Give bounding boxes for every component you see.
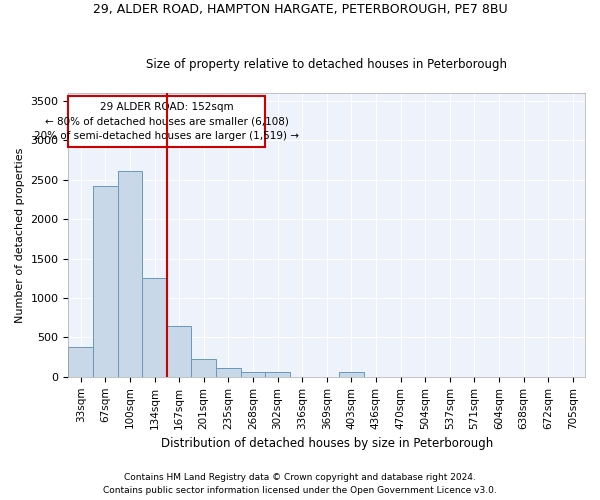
Bar	[191, 358, 216, 377]
Text: 29 ALDER ROAD: 152sqm: 29 ALDER ROAD: 152sqm	[100, 102, 233, 113]
Bar	[118, 171, 142, 377]
Bar	[339, 372, 364, 377]
Bar	[265, 372, 290, 377]
Text: ← 80% of detached houses are smaller (6,108): ← 80% of detached houses are smaller (6,…	[45, 116, 289, 126]
Text: 20% of semi-detached houses are larger (1,519) →: 20% of semi-detached houses are larger (…	[34, 130, 299, 140]
Bar	[142, 278, 167, 377]
Bar	[216, 368, 241, 377]
Text: 29, ALDER ROAD, HAMPTON HARGATE, PETERBOROUGH, PE7 8BU: 29, ALDER ROAD, HAMPTON HARGATE, PETERBO…	[92, 2, 508, 16]
Title: Size of property relative to detached houses in Peterborough: Size of property relative to detached ho…	[146, 58, 507, 71]
X-axis label: Distribution of detached houses by size in Peterborough: Distribution of detached houses by size …	[161, 437, 493, 450]
Bar	[167, 326, 191, 377]
Text: Contains HM Land Registry data © Crown copyright and database right 2024.
Contai: Contains HM Land Registry data © Crown c…	[103, 474, 497, 495]
Bar	[241, 372, 265, 377]
Y-axis label: Number of detached properties: Number of detached properties	[15, 147, 25, 322]
Bar	[68, 347, 93, 377]
FancyBboxPatch shape	[68, 96, 265, 146]
Bar	[93, 186, 118, 377]
